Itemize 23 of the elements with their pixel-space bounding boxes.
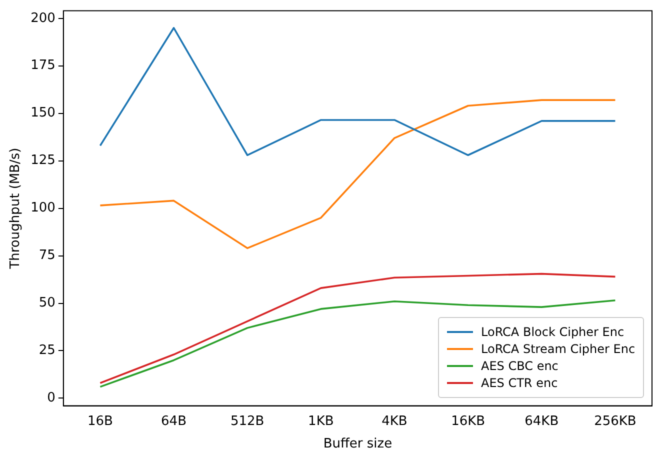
y-tick-label: 75 [38, 248, 56, 264]
y-tick-label: 100 [30, 200, 56, 216]
y-tick-label: 50 [38, 296, 56, 311]
y-tick-label: 150 [30, 106, 56, 121]
legend-label: LoRCA Block Cipher Enc [481, 324, 624, 339]
x-tick-label: 256KB [594, 414, 636, 429]
y-axis-title: Throughput (MB/s) [8, 148, 24, 270]
y-tick-label: 175 [30, 58, 56, 74]
y-tick-label: 25 [38, 343, 56, 358]
x-tick-label: 512B [230, 414, 264, 429]
x-tick-label: 16KB [451, 414, 486, 429]
y-tick-label: 125 [30, 153, 56, 168]
legend-label: AES CTR enc [481, 376, 558, 390]
x-tick-label: 1KB [308, 414, 334, 429]
legend-label: LoRCA Stream Cipher Enc [481, 342, 636, 356]
x-tick-label: 4KB [382, 414, 408, 429]
x-tick-label: 64KB [524, 414, 559, 429]
y-tick-label: 200 [30, 10, 56, 26]
x-tick-label: 16B [87, 414, 113, 429]
x-axis-title: Buffer size [323, 436, 392, 452]
x-tick-label: 64B [161, 414, 187, 429]
y-tick-label: 0 [47, 390, 56, 406]
legend-label: AES CBC enc [481, 358, 558, 373]
